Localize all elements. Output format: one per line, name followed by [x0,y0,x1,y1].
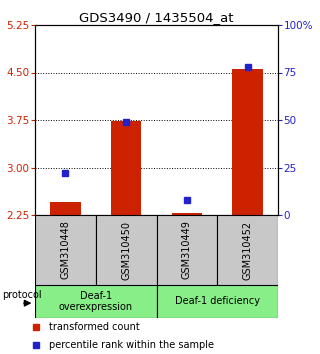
Bar [172,213,202,215]
Text: GSM310450: GSM310450 [121,221,131,280]
Text: protocol: protocol [2,290,41,300]
Bar [156,215,217,285]
Text: GSM310448: GSM310448 [60,221,70,279]
Bar [232,69,263,215]
Text: Deaf-1
overexpression: Deaf-1 overexpression [59,291,133,312]
Bar [50,202,81,215]
Bar [96,215,156,285]
Bar [156,285,278,318]
Text: GSM310452: GSM310452 [243,221,252,280]
Bar [111,121,141,215]
Title: GDS3490 / 1435504_at: GDS3490 / 1435504_at [79,11,234,24]
Text: Deaf-1 deficiency: Deaf-1 deficiency [175,297,260,307]
Text: percentile rank within the sample: percentile rank within the sample [49,340,214,350]
Bar [35,215,96,285]
Bar [35,285,156,318]
Text: GSM310449: GSM310449 [182,221,192,279]
Text: transformed count: transformed count [49,322,140,332]
Bar [217,215,278,285]
